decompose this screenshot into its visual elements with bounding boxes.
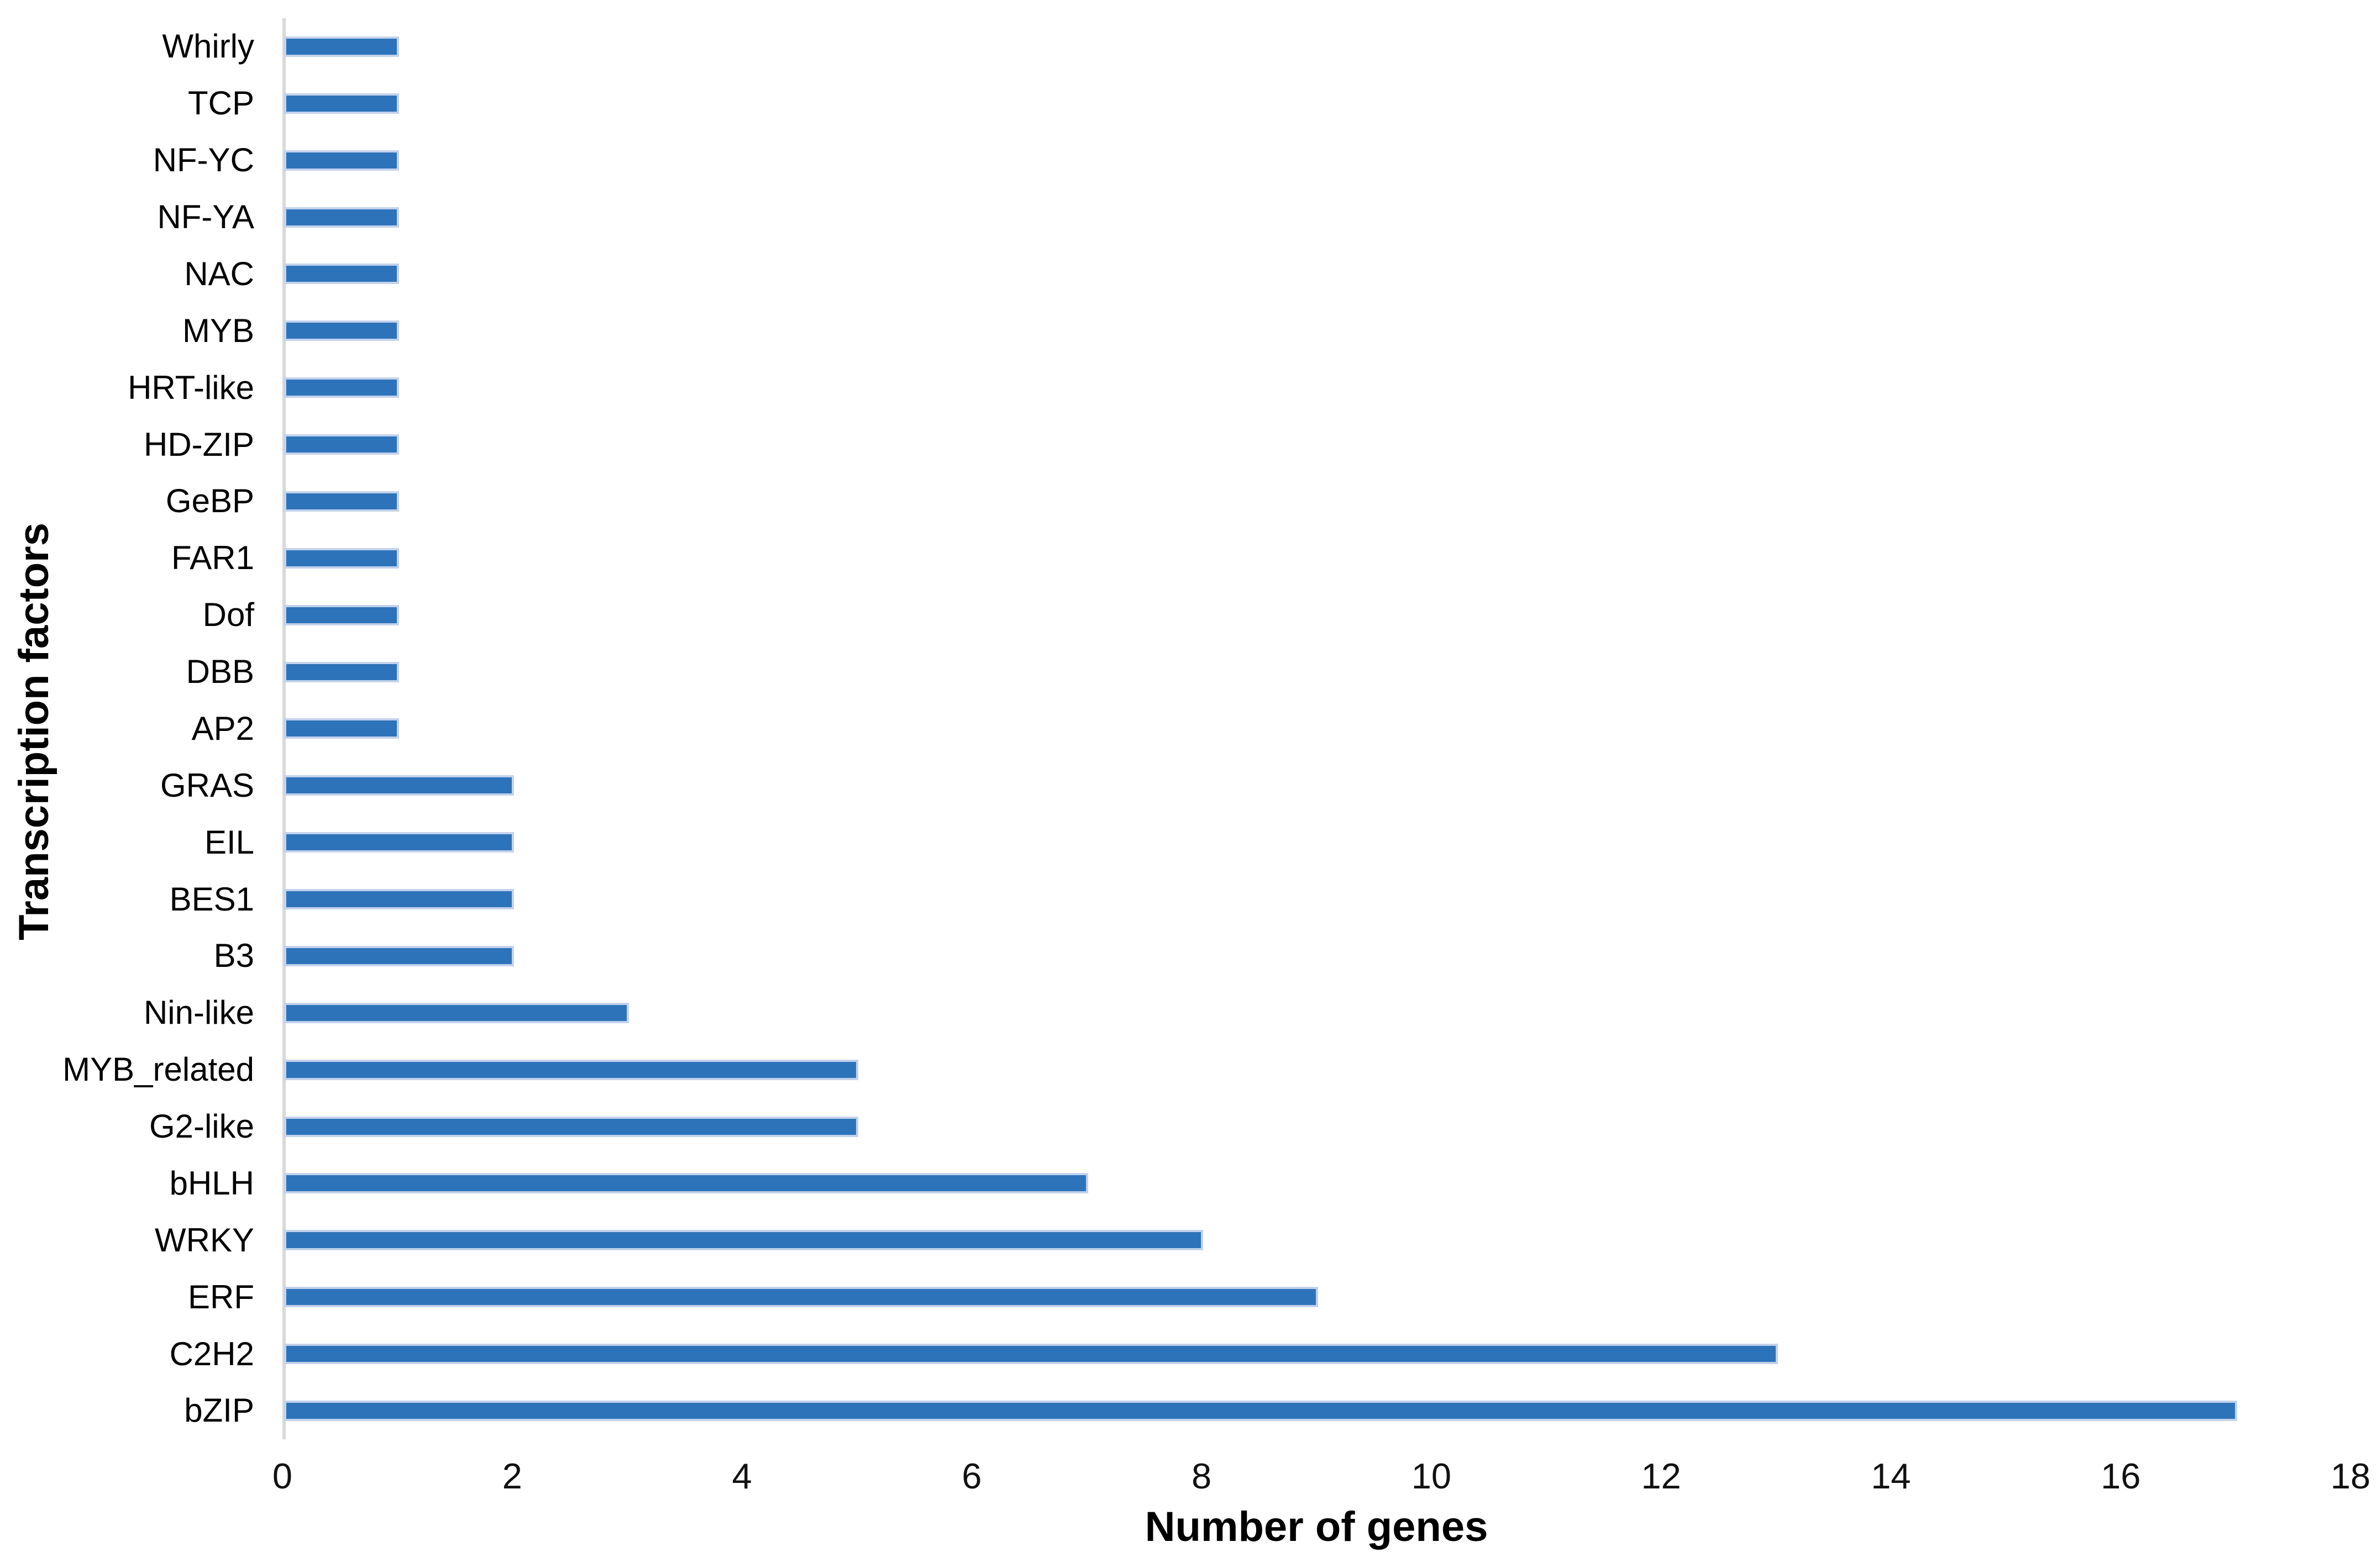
bar-row: G2-like: [0, 1098, 2377, 1155]
bar: [284, 718, 399, 739]
bar-row: MYB_related: [0, 1041, 2377, 1098]
x-tick-label: 0: [272, 1456, 293, 1496]
bar: [284, 661, 399, 682]
category-label: Whirly: [162, 28, 254, 65]
bar: [284, 1059, 859, 1080]
category-label: HD-ZIP: [144, 425, 254, 463]
bar-row: FAR1: [0, 530, 2377, 587]
category-label: DBB: [186, 653, 254, 691]
category-label: NAC: [184, 255, 254, 292]
bar: [284, 1400, 2238, 1421]
category-label: MYB: [182, 312, 254, 349]
bar: [284, 548, 399, 569]
bar-row: NF-YA: [0, 189, 2377, 246]
bar: [284, 150, 399, 171]
bar: [284, 945, 514, 966]
bar: [284, 377, 399, 398]
category-label: Nin-like: [143, 994, 254, 1032]
bar: [284, 1230, 1204, 1251]
category-label: BES1: [169, 880, 254, 918]
category-label: GeBP: [165, 482, 254, 520]
bar: [284, 1116, 859, 1137]
bar: [284, 889, 514, 910]
bar-row: HD-ZIP: [0, 416, 2377, 473]
bar-row: ERF: [0, 1269, 2377, 1325]
bar-row: AP2: [0, 701, 2377, 757]
bar-row: GeBP: [0, 473, 2377, 530]
bar-row: GRAS: [0, 757, 2377, 814]
x-tick-label: 14: [1871, 1456, 1911, 1496]
category-label: AP2: [191, 709, 254, 747]
category-label: MYB_related: [62, 1051, 254, 1088]
category-label: NF-YA: [157, 198, 254, 236]
bar: [284, 832, 514, 853]
bar: [284, 320, 399, 341]
bar-row: bHLH: [0, 1155, 2377, 1212]
category-label: Dof: [202, 596, 254, 634]
bar-row: bZIP: [0, 1382, 2377, 1439]
bar-row: TCP: [0, 75, 2377, 132]
bar-row: BES1: [0, 871, 2377, 928]
bar: [284, 1002, 629, 1023]
x-tick-label: 8: [1192, 1456, 1212, 1496]
x-tick-label: 10: [1411, 1456, 1452, 1496]
category-label: TCP: [188, 85, 254, 122]
category-label: G2-like: [149, 1108, 254, 1145]
bar: [284, 1173, 1089, 1194]
bar-row: NAC: [0, 246, 2377, 303]
category-label: C2H2: [169, 1335, 254, 1372]
bar-row: NF-YC: [0, 132, 2377, 189]
category-label: WRKY: [155, 1221, 254, 1259]
category-label: HRT-like: [128, 369, 254, 406]
bar: [284, 775, 514, 796]
x-axis-tick-labels: 0 2 4 6 8 10 12 14 16 18: [272, 1456, 2370, 1499]
bar-row: Nin-like: [0, 985, 2377, 1041]
bar-row: DBB: [0, 644, 2377, 701]
bar-row: Whirly: [0, 18, 2377, 75]
bar-row: Dof: [0, 587, 2377, 644]
x-axis-title: Number of genes: [1145, 1503, 1488, 1550]
bar-row: WRKY: [0, 1212, 2377, 1269]
x-tick-label: 16: [2101, 1456, 2141, 1496]
x-tick-label: 4: [732, 1456, 752, 1496]
x-tick-label: 6: [962, 1456, 982, 1496]
bar-row: C2H2: [0, 1325, 2377, 1382]
bar: [284, 1287, 1318, 1308]
bar: [284, 264, 399, 285]
category-label: FAR1: [171, 539, 254, 577]
bar: [284, 491, 399, 512]
bar-row: EIL: [0, 814, 2377, 871]
x-tick-label: 2: [502, 1456, 522, 1496]
category-label: GRAS: [160, 766, 254, 804]
x-tick-label: 12: [1641, 1456, 1681, 1496]
category-label: bZIP: [184, 1392, 254, 1429]
bar-row: B3: [0, 928, 2377, 985]
bar-row: HRT-like: [0, 359, 2377, 416]
category-label: bHLH: [169, 1164, 254, 1202]
category-label: EIL: [204, 823, 254, 861]
bar-rows-container: Whirly TCP NF-YC NF-YA NAC MYB HRT-like HD-ZIP G…: [0, 18, 2377, 1439]
bar: [284, 207, 399, 228]
category-label: NF-YC: [153, 141, 254, 179]
bar-row: MYB: [0, 302, 2377, 359]
category-label: ERF: [188, 1278, 254, 1316]
category-label: B3: [213, 937, 254, 975]
x-tick-label: 18: [2330, 1456, 2371, 1496]
bar: [284, 93, 399, 114]
bar: [284, 1344, 1778, 1365]
bar: [284, 604, 399, 625]
bar: [284, 36, 399, 57]
bar: [284, 434, 399, 455]
